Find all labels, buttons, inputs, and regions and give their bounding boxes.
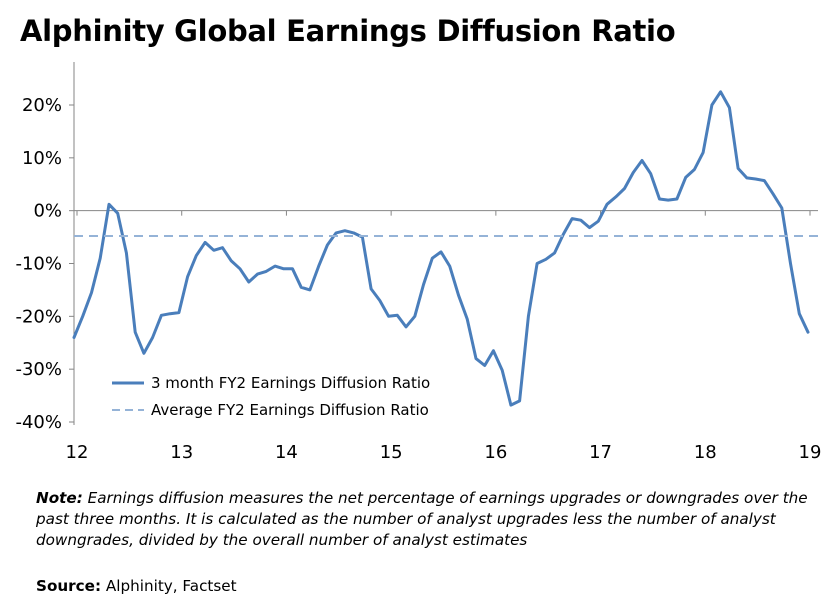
legend-label-average: Average FY2 Earnings Diffusion Ratio xyxy=(151,401,429,419)
x-tick-label: 17 xyxy=(589,442,612,463)
source-label: Source: xyxy=(36,577,102,595)
series-line-3-month xyxy=(72,90,810,407)
x-tick-label: 19 xyxy=(799,442,822,463)
y-tick-label: 0% xyxy=(33,201,62,222)
y-tick-label: -40% xyxy=(15,412,62,433)
x-tick-label: 14 xyxy=(275,442,298,463)
legend: 3 month FY2 Earnings Diffusion Ratio Ave… xyxy=(112,374,430,419)
source-line: Source: Alphinity, Factset xyxy=(36,577,237,595)
legend-label-3-month: 3 month FY2 Earnings Diffusion Ratio xyxy=(151,374,430,392)
x-tick-label: 13 xyxy=(170,442,193,463)
y-tick-label: 20% xyxy=(22,95,62,116)
x-tick-label: 16 xyxy=(484,442,507,463)
note-text: Note: Earnings diffusion measures the ne… xyxy=(36,488,816,551)
x-axis-ticks: 12 13 14 15 16 17 18 19 xyxy=(66,210,822,463)
y-tick-label: -10% xyxy=(15,254,62,275)
axes xyxy=(73,62,818,425)
source-body: Alphinity, Factset xyxy=(105,577,237,595)
series-layer xyxy=(72,90,818,407)
x-tick-label: 12 xyxy=(66,442,89,463)
note-label: Note: xyxy=(36,489,83,507)
chart-area: 20%10%0%-10%-20%-30%-40% 12 13 14 15 16 17 18 1… xyxy=(15,62,822,463)
y-tick-label: -30% xyxy=(15,359,62,380)
y-tick-label: -20% xyxy=(15,306,62,327)
x-tick-label: 15 xyxy=(380,442,403,463)
y-tick-label: 10% xyxy=(22,148,62,169)
note-body: Earnings diffusion measures the net perc… xyxy=(36,489,808,549)
chart-title: Alphinity Global Earnings Diffusion Rati… xyxy=(20,14,676,48)
x-tick-label: 18 xyxy=(694,442,717,463)
y-axis-ticks: 20% 10% 0% -10% -20% -30% -40% xyxy=(15,95,74,433)
